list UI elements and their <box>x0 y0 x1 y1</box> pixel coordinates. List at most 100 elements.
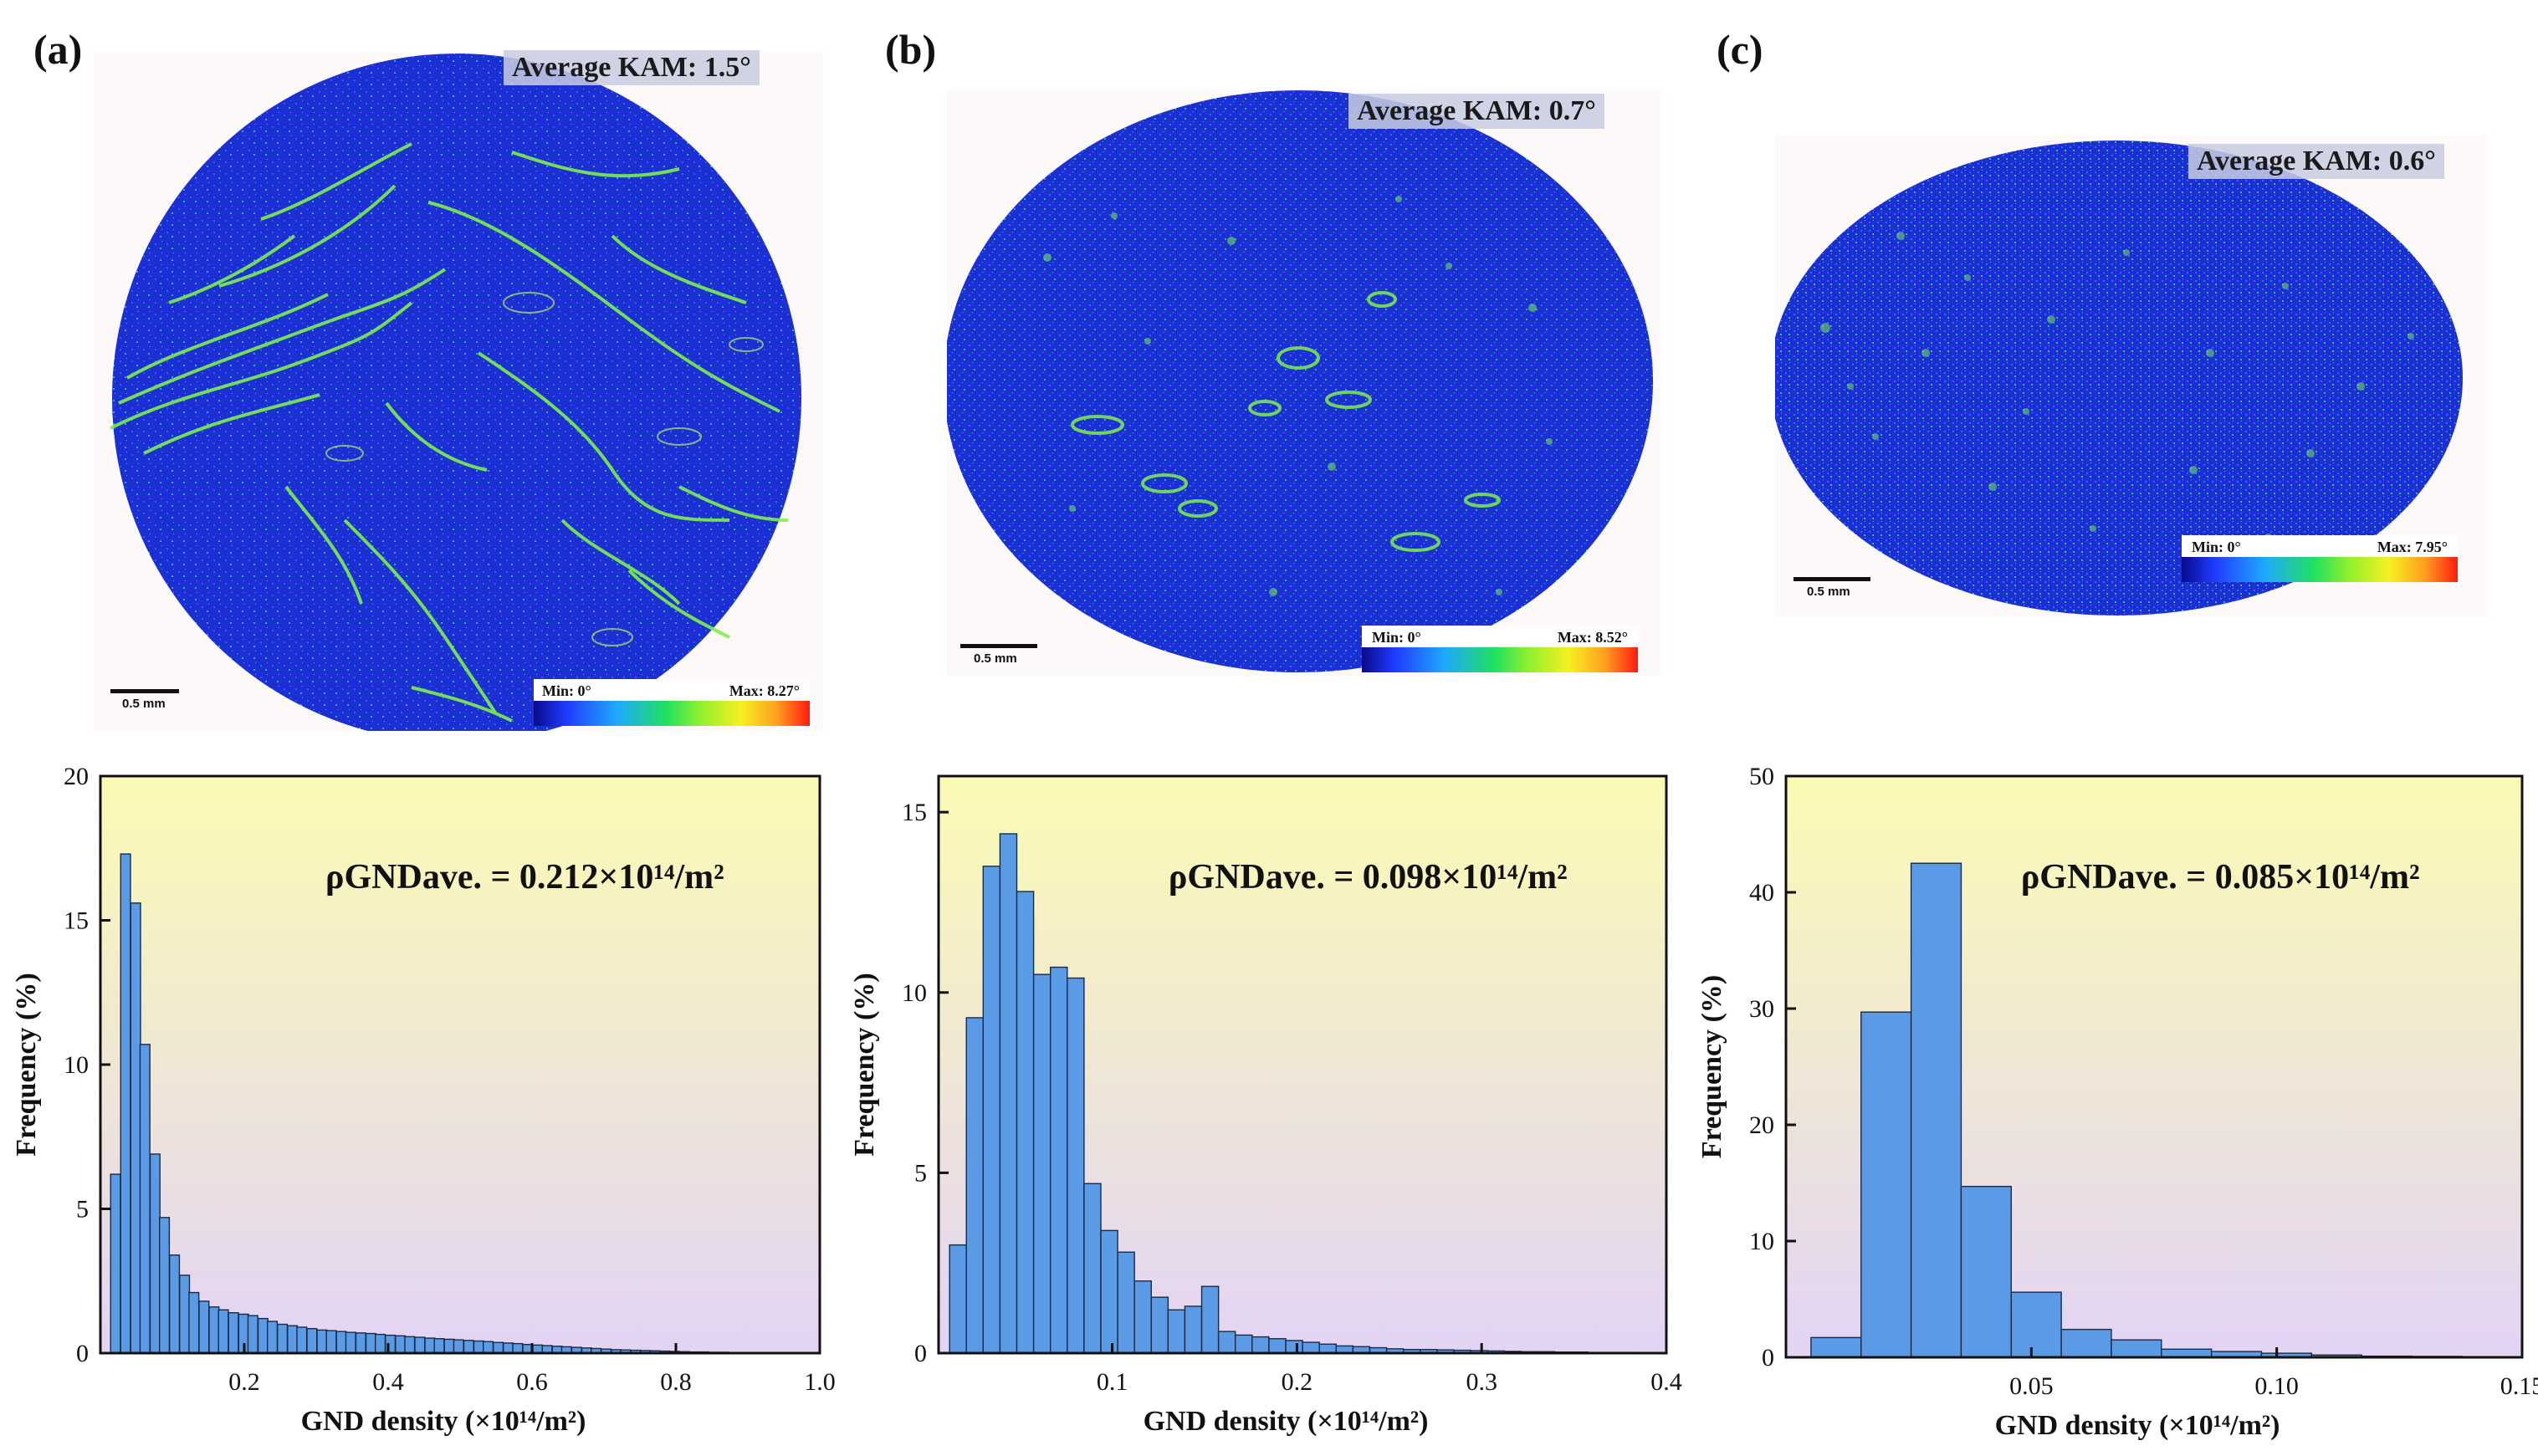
y-axis-label-a: Frequency (%) <box>11 973 42 1156</box>
bar-a <box>365 1332 376 1354</box>
legend-gradient-c <box>2182 557 2458 582</box>
plot-frame-b <box>937 774 1668 1355</box>
scale-bar-c: 0.5 mm <box>1793 577 1870 599</box>
x-tick-label-a: 0.6 <box>516 1368 548 1396</box>
bar-b <box>1100 1229 1118 1354</box>
x-tick-label-b: 0.2 <box>1282 1368 1313 1396</box>
scale-bar-b: 0.5 mm <box>960 644 1037 666</box>
y-tick-label-c: 40 <box>1749 879 1774 907</box>
y-tick-label-a: 10 <box>64 1051 89 1079</box>
bar-c <box>1860 1011 1912 1358</box>
panel-letter-a: (a) <box>33 26 83 73</box>
bar-a <box>374 1333 386 1354</box>
bar-a <box>493 1341 504 1354</box>
bar-a <box>473 1340 484 1354</box>
bar-a <box>512 1342 524 1354</box>
bar-b <box>1150 1296 1169 1354</box>
y-axis-label-c: Frequency (%) <box>1696 975 1727 1158</box>
histogram-c: 0 10 20 30 40 50 0.05 0.10 0.15 GND density (×10¹… <box>1696 763 2538 1441</box>
scale-bar-b-label: 0.5 mm <box>974 651 1017 666</box>
bar-b <box>1302 1341 1320 1354</box>
y-tick-label-c: 20 <box>1749 1111 1774 1139</box>
bar-a <box>158 1217 171 1354</box>
bar-a <box>414 1336 426 1354</box>
scale-bar-c-label: 0.5 mm <box>1807 585 1850 599</box>
gnd-average-annotation-b: ρGNDave. = 0.098×10¹⁴/m² <box>1169 858 1568 897</box>
color-legend-a: Min: 0° Max: 8.27° <box>534 679 810 726</box>
legend-min-a: Min: 0° <box>542 682 591 699</box>
bar-a <box>287 1325 299 1354</box>
x-axis-label-b: GND density (×10¹⁴/m²) <box>1144 1406 1429 1437</box>
histogram-a: 0 5 10 15 20 0.2 0.4 0.6 0.8 1.0 GND density (×10¹… <box>11 763 836 1437</box>
bar-b <box>1050 966 1068 1354</box>
bar-b <box>1318 1343 1337 1354</box>
bar-b <box>1083 1183 1102 1354</box>
legend-gradient-a <box>534 701 810 726</box>
bar-a <box>277 1323 289 1354</box>
bar-b <box>1032 973 1052 1354</box>
bar-a <box>120 853 131 1354</box>
bar-a <box>503 1342 514 1354</box>
bar-a <box>247 1315 258 1354</box>
y-tick-label-b: 10 <box>902 979 927 1007</box>
bar-a <box>385 1334 397 1354</box>
y-axis-label-b: Frequency (%) <box>849 973 880 1156</box>
y-tick-label-c: 50 <box>1749 763 1774 790</box>
bar-a <box>296 1326 308 1354</box>
bar-b <box>999 833 1018 1354</box>
bar-b <box>1133 1280 1152 1354</box>
average-kam-label-c: Average KAM: 0.6° <box>2188 144 2444 179</box>
x-tick-label-c: 0.10 <box>2254 1372 2299 1400</box>
y-tick-label-a: 5 <box>76 1196 89 1224</box>
bar-c <box>2111 1339 2162 1358</box>
bar-b <box>1016 891 1035 1354</box>
bar-b <box>949 1244 967 1354</box>
bar-b <box>1167 1309 1186 1354</box>
x-tick-label-c: 0.05 <box>2009 1372 2054 1400</box>
legend-max-b: Max: 8.52° <box>1557 629 1628 646</box>
bar-a <box>424 1337 436 1354</box>
bar-a <box>316 1329 328 1354</box>
bar-b <box>1067 977 1085 1354</box>
bar-a <box>139 1044 151 1354</box>
y-tick-label-c: 0 <box>1762 1344 1774 1372</box>
x-axis-label-c: GND density (×10¹⁴/m²) <box>1995 1410 2280 1441</box>
y-tick-label-b: 15 <box>902 799 927 826</box>
plot-background-a <box>100 776 820 1353</box>
bar-a <box>198 1300 210 1354</box>
x-tick-label-b: 0.3 <box>1466 1368 1497 1396</box>
bar-a <box>335 1331 347 1354</box>
panel-letter-c: (c) <box>1717 26 1763 73</box>
color-legend-c: Min: 0° Max: 7.95° <box>2182 535 2458 582</box>
y-tick-label-a: 15 <box>64 907 89 935</box>
average-kam-label-a: Average KAM: 1.5° <box>504 50 760 85</box>
plot-frame-c <box>1784 774 2524 1359</box>
kam-map-b: Average KAM: 0.7° 0.5 mm Min: 0° Max: 8.… <box>947 90 1661 676</box>
bar-a <box>325 1330 337 1354</box>
x-tick-label-a: 0.4 <box>372 1368 404 1396</box>
bar-c <box>2010 1291 2062 1358</box>
bar-c <box>1910 862 1962 1358</box>
bar-b <box>982 866 1001 1354</box>
bar-a <box>453 1339 464 1354</box>
y-tick-label-a: 20 <box>64 763 89 790</box>
bar-b <box>1251 1336 1270 1354</box>
bar-a <box>443 1338 455 1354</box>
gnd-average-annotation-c: ρGNDave. = 0.085×10¹⁴/m² <box>2021 858 2420 897</box>
bar-b <box>1268 1338 1287 1354</box>
y-tick-label-c: 30 <box>1749 995 1774 1023</box>
bar-a <box>257 1317 269 1354</box>
bar-b <box>1200 1285 1220 1354</box>
y-tick-label-a: 0 <box>76 1340 89 1367</box>
histogram-b: 0 5 10 15 0.1 0.2 0.3 0.4 GND density (×10¹⁴/m²)… <box>849 774 1682 1437</box>
bar-a <box>110 1173 121 1354</box>
bar-a <box>463 1340 474 1354</box>
x-tick-label-a: 0.8 <box>660 1368 692 1396</box>
bar-a <box>179 1275 191 1354</box>
bar-a <box>169 1254 181 1354</box>
kam-map-b-image <box>947 90 1653 672</box>
y-tick-label-b: 0 <box>914 1340 927 1367</box>
x-tick-label-b: 0.1 <box>1097 1368 1128 1396</box>
bar-a <box>149 1153 161 1354</box>
x-tick-label-c: 0.15 <box>2500 1372 2538 1400</box>
